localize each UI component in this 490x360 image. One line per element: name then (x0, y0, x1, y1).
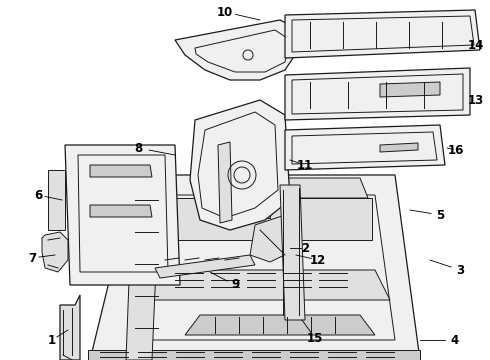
Polygon shape (155, 255, 255, 278)
Polygon shape (280, 185, 305, 320)
Polygon shape (65, 145, 180, 285)
Polygon shape (90, 205, 152, 217)
Polygon shape (143, 270, 390, 300)
Text: 14: 14 (468, 39, 484, 51)
Polygon shape (220, 202, 270, 218)
Text: 6: 6 (34, 189, 42, 202)
Polygon shape (380, 82, 440, 97)
Polygon shape (285, 68, 470, 120)
Polygon shape (218, 142, 232, 223)
Polygon shape (88, 350, 420, 360)
Text: 11: 11 (297, 158, 313, 171)
Text: 13: 13 (468, 94, 484, 107)
Text: 2: 2 (301, 242, 309, 255)
Text: 4: 4 (451, 333, 459, 346)
Polygon shape (60, 295, 80, 360)
Polygon shape (285, 125, 445, 170)
Polygon shape (90, 165, 152, 177)
Polygon shape (126, 175, 160, 360)
Text: 10: 10 (217, 5, 233, 18)
Polygon shape (90, 175, 420, 360)
Text: 16: 16 (448, 144, 464, 157)
Polygon shape (250, 215, 295, 262)
Text: 3: 3 (456, 264, 464, 276)
Polygon shape (48, 170, 65, 230)
Text: 15: 15 (307, 332, 323, 345)
Polygon shape (190, 100, 290, 230)
Polygon shape (380, 143, 418, 152)
Text: 5: 5 (436, 208, 444, 221)
Text: 7: 7 (28, 252, 36, 265)
Polygon shape (285, 10, 480, 58)
Polygon shape (185, 315, 375, 335)
Text: 9: 9 (231, 279, 239, 292)
Polygon shape (158, 198, 372, 240)
Polygon shape (175, 20, 300, 80)
Text: 12: 12 (310, 253, 326, 266)
Text: 8: 8 (134, 141, 142, 154)
Polygon shape (42, 232, 68, 272)
Polygon shape (240, 178, 368, 198)
Text: 1: 1 (48, 333, 56, 346)
